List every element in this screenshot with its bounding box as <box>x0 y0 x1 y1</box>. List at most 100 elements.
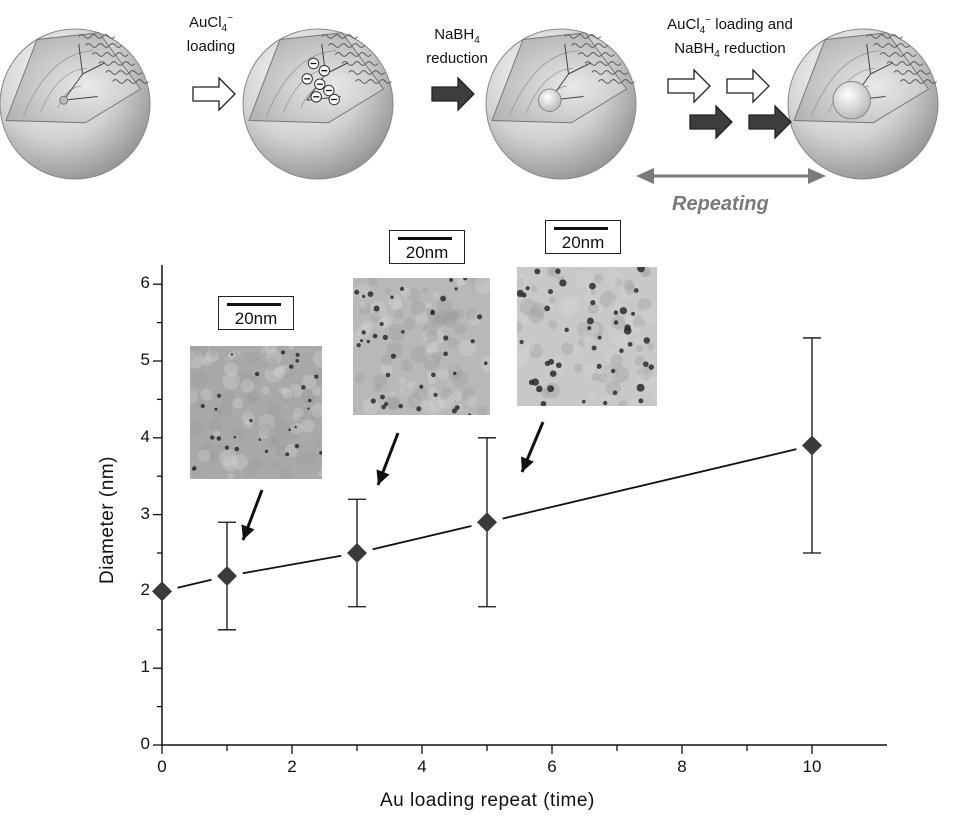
nanoparticle-dot <box>555 268 561 274</box>
tem-texture <box>190 390 199 404</box>
series-line-segment <box>242 554 342 575</box>
peg-chain <box>873 43 910 48</box>
peg-chain <box>355 79 392 84</box>
tem-texture <box>403 317 416 331</box>
tem-texture <box>623 279 635 291</box>
tem-texture <box>432 315 445 328</box>
tem-texture <box>381 354 393 366</box>
tem-texture <box>273 365 286 378</box>
nanoparticle-dot <box>627 341 633 347</box>
tem-texture <box>212 429 221 438</box>
tem-texture <box>401 385 414 398</box>
x-tick-label: 8 <box>677 757 687 776</box>
y-tick-label: 6 <box>140 273 150 293</box>
nanoparticle-dot <box>210 435 215 440</box>
inset-pointer-arrowhead <box>376 469 390 485</box>
tem-texture <box>517 273 528 287</box>
nanoparticle-dot <box>483 361 488 365</box>
peg-chain <box>900 79 937 84</box>
tem-texture <box>451 371 469 388</box>
tem-texture <box>258 427 271 439</box>
tem-texture <box>289 384 303 398</box>
tem-texture <box>429 329 445 345</box>
nanoparticle-dot <box>214 407 218 411</box>
tem-texture <box>406 288 421 302</box>
tem-texture <box>295 405 309 420</box>
nanoparticle-dot <box>531 378 539 386</box>
tem-texture <box>198 449 211 462</box>
nanoparticle-dot <box>470 339 475 344</box>
nanoparticle-dot <box>619 348 624 354</box>
layer-line <box>22 50 94 117</box>
tem-texture <box>447 337 459 349</box>
tem-texture <box>318 470 322 478</box>
tem-texture <box>190 370 209 388</box>
tem-texture <box>583 364 595 376</box>
peg-chain <box>98 61 136 66</box>
tem-texture <box>455 278 465 287</box>
peg-chain <box>348 70 386 75</box>
tem-texture <box>652 394 657 403</box>
nanoparticle-dot <box>534 268 541 275</box>
nanoparticle-dot <box>519 340 524 345</box>
nanoparticle-dot <box>440 295 447 302</box>
tem-texture <box>556 272 565 281</box>
nanoparticle-dot <box>230 353 234 356</box>
tem-texture <box>517 313 529 328</box>
tem-texture <box>251 458 263 469</box>
nanoparticle-dot <box>619 307 627 315</box>
tem-texture <box>619 288 633 302</box>
tem-texture <box>301 419 315 433</box>
peg-chain <box>85 43 122 48</box>
step1-line2: loading <box>186 38 236 55</box>
tem-texture <box>206 450 219 464</box>
tem-texture <box>634 356 646 367</box>
tem-texture <box>588 323 599 334</box>
tem-texture <box>573 363 583 373</box>
nanoparticle-dot <box>443 351 448 357</box>
tem-texture <box>386 342 403 359</box>
nanoparticle-dot <box>301 385 306 390</box>
nanoparticle-dot <box>636 383 645 392</box>
tem-texture <box>608 328 619 339</box>
tem-texture <box>441 387 452 398</box>
tem-texture <box>517 352 528 368</box>
scale-bar-1: 20nm <box>218 296 294 330</box>
gold-nanoparticle <box>832 81 871 120</box>
tem-texture <box>235 370 253 388</box>
tem-texture <box>422 352 441 371</box>
tem-texture <box>267 434 279 446</box>
tem-texture <box>437 368 449 380</box>
repeat-loading-arrow <box>667 68 711 104</box>
tem-texture <box>265 349 282 366</box>
tem-texture <box>637 298 652 312</box>
tem-texture <box>562 309 571 318</box>
tem-texture <box>190 354 195 362</box>
nanoparticle-dot <box>547 289 554 295</box>
peg-chain <box>591 70 629 75</box>
tem-texture <box>398 377 406 385</box>
tem-texture <box>646 342 655 351</box>
nanoparticle-dot <box>517 289 524 298</box>
tem-texture <box>224 353 232 362</box>
tem-texture <box>362 398 379 415</box>
tem-texture <box>258 413 276 431</box>
tem-texture <box>531 302 546 318</box>
step2-line2: reduction <box>426 50 488 67</box>
nanoparticle-dot <box>367 291 374 297</box>
scale-bar-label: 20nm <box>405 243 449 262</box>
x-tick-label: 2 <box>287 757 297 776</box>
tem-texture <box>624 283 636 295</box>
tem-texture <box>426 386 439 399</box>
nanoparticle-dot <box>192 467 195 471</box>
tem-texture <box>232 397 244 409</box>
nanoparticle-dot <box>294 443 300 449</box>
tem-texture <box>460 386 476 402</box>
x-tick-label: 0 <box>157 757 167 776</box>
tem-texture <box>284 422 302 439</box>
repeat-loading-arrow-2 <box>726 68 770 104</box>
nanoparticle-dot <box>233 435 237 439</box>
tem-texture <box>586 321 604 339</box>
tem-texture <box>427 375 437 385</box>
